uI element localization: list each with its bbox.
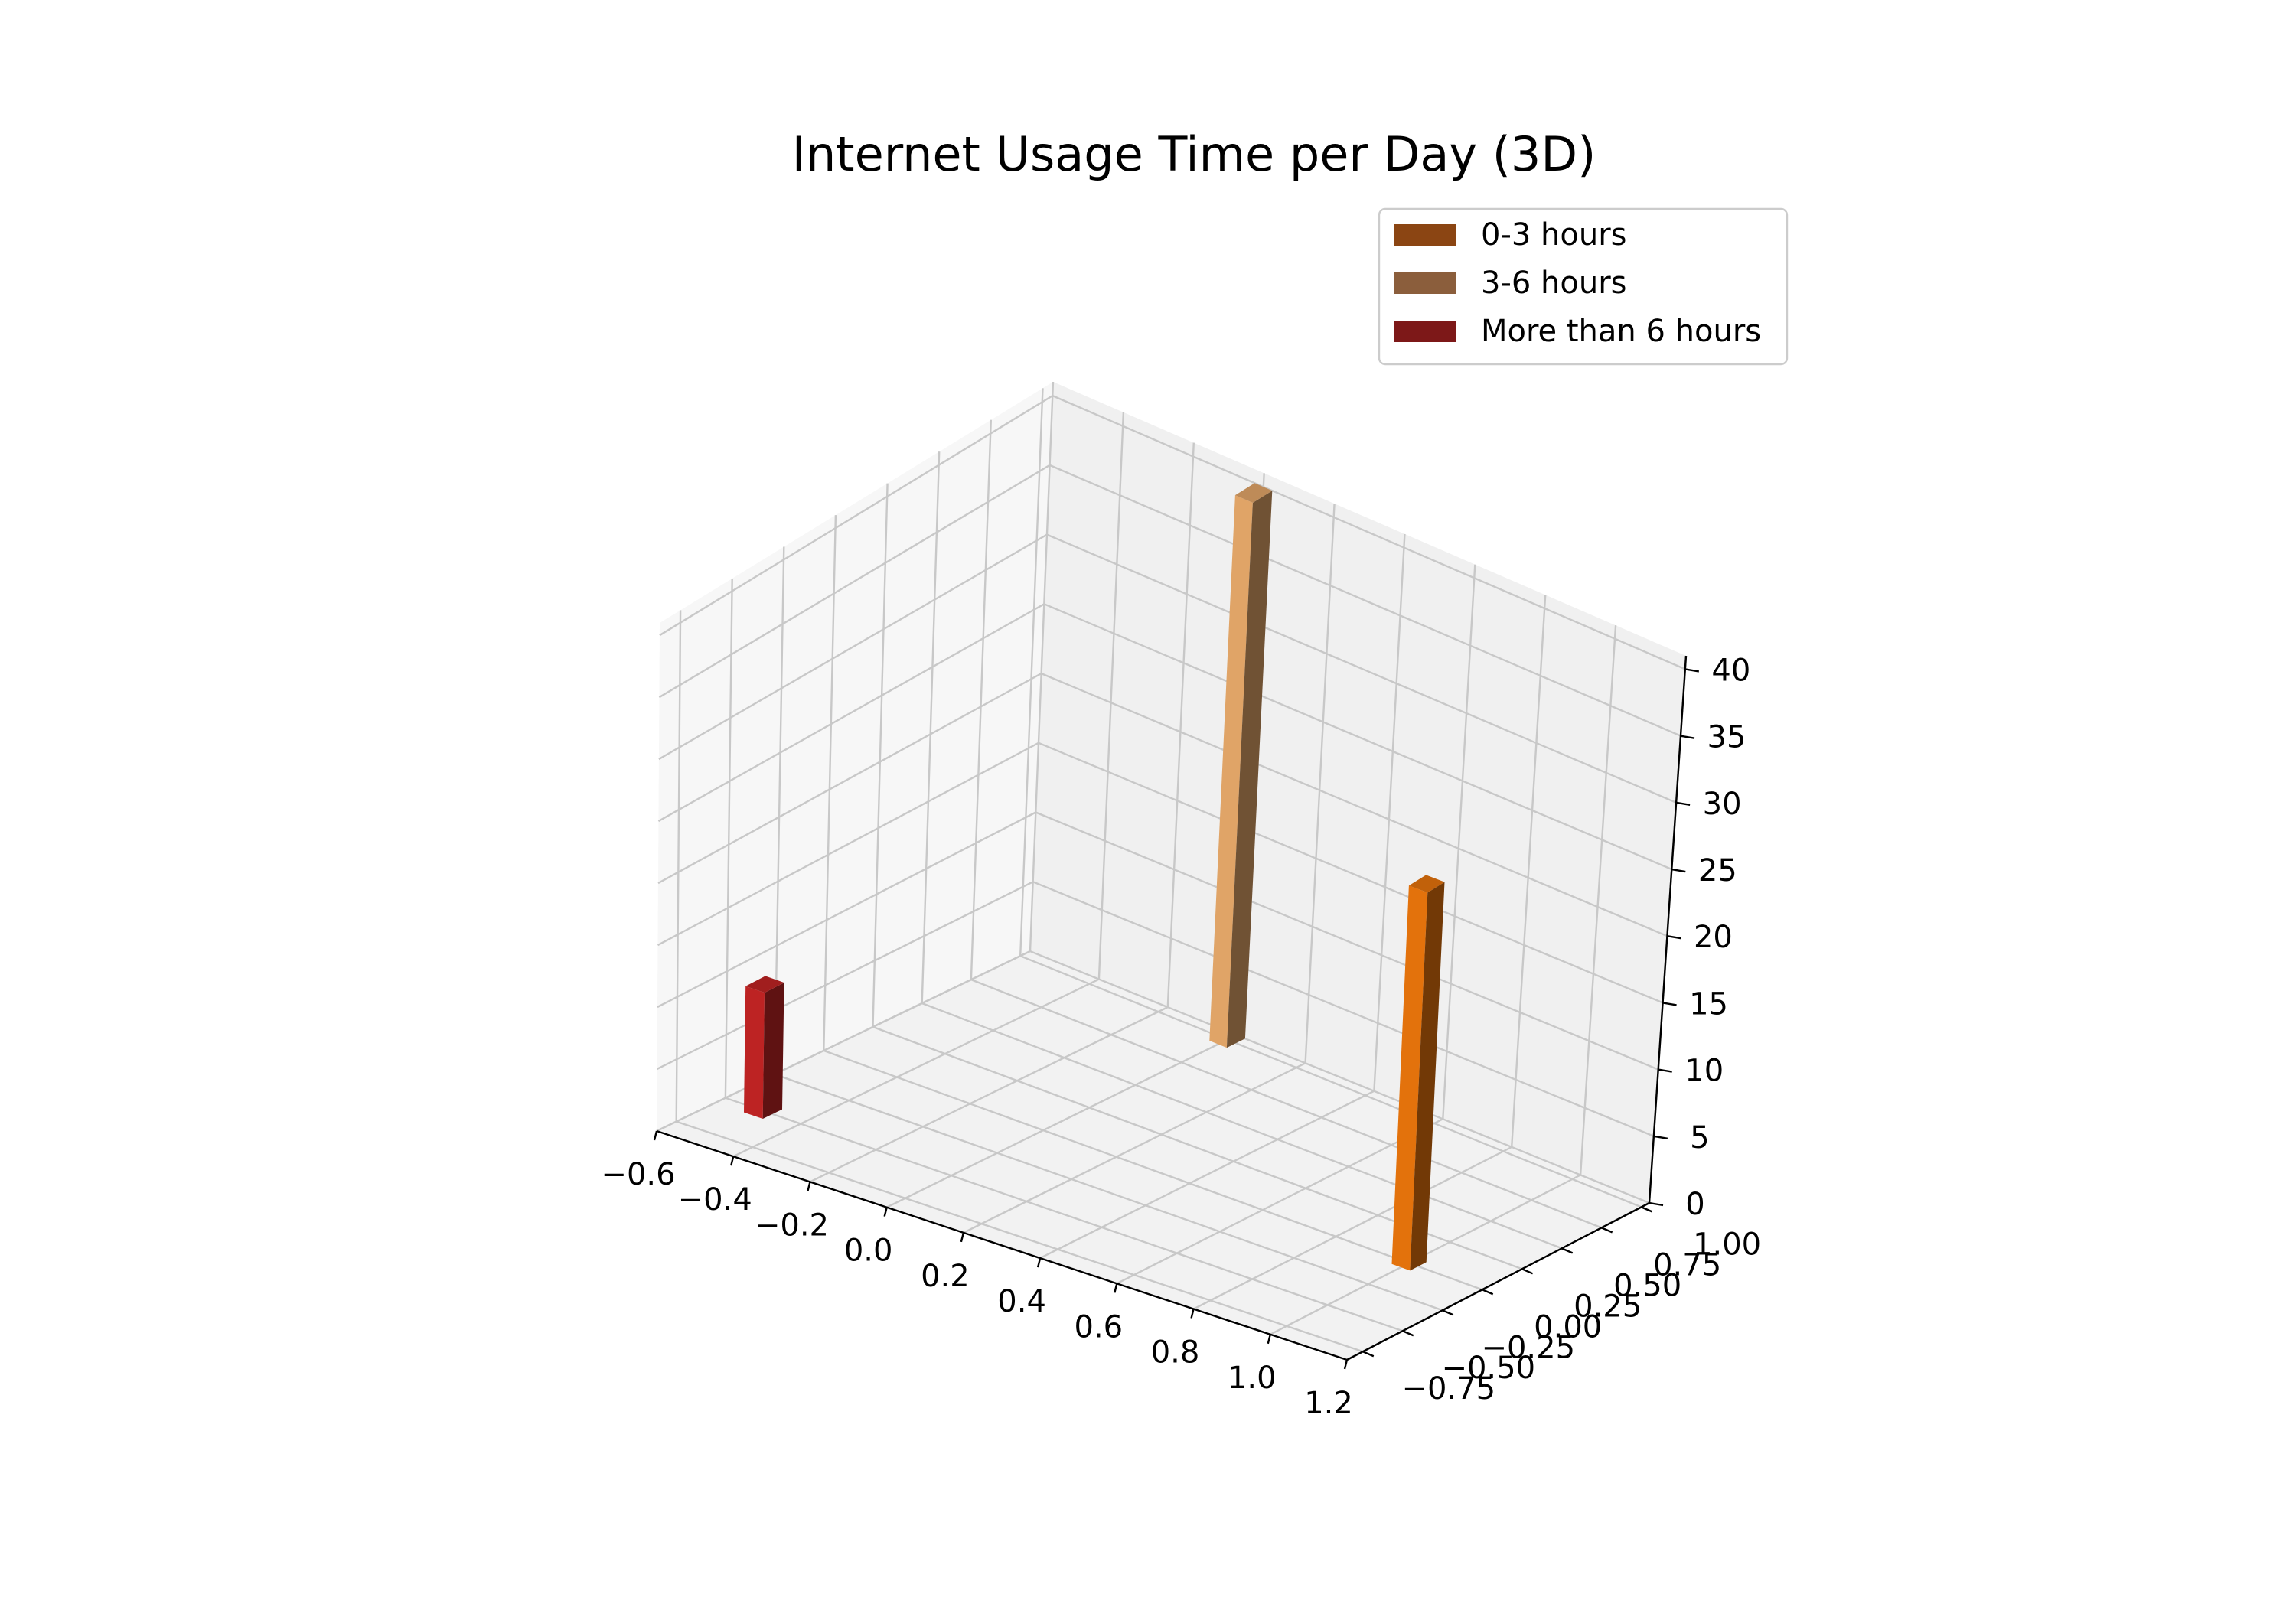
- legend-swatch: [1394, 321, 1456, 342]
- z-tick-mark: [1649, 1201, 1664, 1207]
- x-tick-label: −0.6: [601, 1157, 675, 1192]
- x-tick-mark: [730, 1156, 735, 1166]
- z-tick-label: 15: [1689, 986, 1728, 1022]
- bar-side-face: [1410, 882, 1445, 1271]
- z-tick-label: 35: [1707, 720, 1746, 755]
- grid-line-z: [657, 602, 1672, 871]
- x-tick-mark: [960, 1232, 965, 1243]
- z-tick-label: 5: [1690, 1120, 1709, 1156]
- bars: [744, 483, 1445, 1271]
- y-tick-label: 0.25: [1574, 1289, 1642, 1324]
- y-tick-mark: [1402, 1330, 1414, 1337]
- legend-item: 3-6 hours: [1394, 266, 1627, 301]
- bar-front-face: [744, 986, 765, 1119]
- x-tick-label: 0.2: [921, 1259, 970, 1294]
- z-tick-mark: [1671, 868, 1686, 873]
- y-tick-label: −0.25: [1481, 1330, 1575, 1365]
- y-tick-label: 0.00: [1534, 1309, 1602, 1345]
- bar-3-6-hours: [1209, 483, 1273, 1048]
- legend-label: 0-3 hours: [1481, 217, 1627, 253]
- tick-labels: −0.6−0.4−0.20.00.20.40.60.81.01.2 −0.75−0…: [601, 653, 1761, 1421]
- y-tick-label: 0.50: [1613, 1268, 1681, 1303]
- z-tick-label: 40: [1711, 653, 1750, 688]
- z-tick-mark: [1658, 1068, 1672, 1073]
- bar-front-face: [1209, 495, 1253, 1048]
- bar-side-face: [1226, 491, 1273, 1048]
- z-tick-label: 20: [1694, 920, 1733, 955]
- legend-swatch: [1394, 224, 1456, 246]
- axis-lines: [653, 655, 1700, 1370]
- z-tick-mark: [1680, 735, 1695, 739]
- y-tick-mark: [1442, 1309, 1454, 1316]
- grid-line-z: [659, 394, 1686, 670]
- y-tick-mark: [1641, 1206, 1653, 1213]
- y-tick-mark: [1521, 1268, 1534, 1275]
- legend: 0-3 hours 3-6 hours More than 6 hours: [1378, 207, 1789, 366]
- z-tick-mark: [1662, 1002, 1677, 1006]
- y-axis-line: [1346, 1201, 1650, 1361]
- bar-more-than-6-hours: [744, 976, 784, 1119]
- x-axis-line: [656, 1129, 1348, 1361]
- legend-label: More than 6 hours: [1481, 314, 1761, 349]
- x-tick-label: 0.0: [844, 1234, 893, 1269]
- y-tick-label: −0.50: [1441, 1351, 1535, 1386]
- z-axis-line: [1648, 655, 1688, 1204]
- x-tick-label: 1.2: [1304, 1386, 1353, 1421]
- x-tick-label: 0.4: [997, 1284, 1046, 1319]
- bar-top-face: [1408, 875, 1445, 893]
- y-tick-label: 1.00: [1693, 1227, 1761, 1262]
- legend-swatch: [1394, 272, 1456, 294]
- legend-box: [1378, 207, 1789, 366]
- chart-title: Internet Usage Time per Day (3D): [792, 126, 1596, 182]
- grid-line-z: [657, 811, 1659, 1071]
- grid-line-z: [658, 533, 1677, 804]
- legend-item: More than 6 hours: [1394, 314, 1761, 349]
- y-tick-mark: [1561, 1247, 1574, 1254]
- grid-line-z: [658, 464, 1681, 737]
- z-tick-label: 0: [1685, 1187, 1704, 1222]
- x-tick-mark: [653, 1130, 658, 1141]
- x-tick-mark: [807, 1182, 811, 1191]
- grid-line-z: [657, 742, 1664, 1004]
- y-tick-mark: [1482, 1289, 1494, 1296]
- z-tick-label: 10: [1684, 1054, 1724, 1089]
- left-pane: [657, 382, 1053, 1131]
- bar-0-3-hours: [1391, 875, 1445, 1271]
- z-tick-mark: [1653, 1135, 1668, 1139]
- z-tick-mark: [1667, 935, 1681, 940]
- legend-item: 0-3 hours: [1394, 217, 1627, 253]
- x-tick-label: 1.0: [1228, 1361, 1277, 1396]
- grid-line-z: [657, 672, 1668, 937]
- y-tick-label: 0.75: [1653, 1247, 1721, 1283]
- x-tick-label: −0.2: [755, 1208, 829, 1243]
- x-tick-mark: [1190, 1309, 1195, 1319]
- z-tick-label: 25: [1698, 853, 1737, 888]
- z-tick-mark: [1684, 668, 1700, 673]
- bar-top-face: [745, 976, 784, 993]
- legend-label: 3-6 hours: [1481, 266, 1627, 301]
- x-tick-label: 0.8: [1151, 1335, 1200, 1371]
- z-tick-mark: [1675, 801, 1691, 807]
- x-tick-mark: [1036, 1257, 1042, 1268]
- x-tick-mark: [883, 1207, 888, 1217]
- x-tick-label: 0.6: [1075, 1309, 1124, 1345]
- x-tick-mark: [1343, 1359, 1349, 1370]
- bar-front-face: [1391, 885, 1428, 1271]
- bar-top-face: [1234, 483, 1273, 503]
- y-tick-mark: [1362, 1351, 1375, 1358]
- y-tick-mark: [1601, 1227, 1613, 1234]
- y-tick-label: −0.75: [1402, 1371, 1496, 1407]
- x-tick-mark: [1114, 1283, 1118, 1293]
- x-tick-mark: [1267, 1334, 1271, 1345]
- back-pane: [1030, 382, 1686, 1203]
- x-tick-label: −0.4: [678, 1182, 752, 1217]
- bar-side-face: [762, 983, 784, 1119]
- z-tick-label: 30: [1703, 787, 1742, 822]
